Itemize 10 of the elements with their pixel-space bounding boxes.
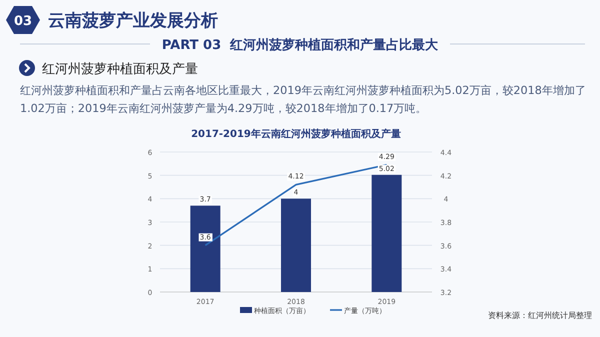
text: 红河州菠萝种植面积和产量占云南各地区比重最大，2019年云南红河州菠萝种植面积为5.02万亩，较2018年增加了1.02万亩；2019年云南红河州菠萝产量为4.29万吨，较2018年增加了0.17万吨。 (20, 83, 587, 117)
text: 云南菠萝产业发展分析 (48, 11, 218, 31)
bar (190, 206, 220, 292)
text: PART 03 红河州菠萝种植面积和产量占比最大 (162, 37, 440, 53)
text: 红河州菠萝种植面积及产量 (42, 62, 198, 77)
bar (372, 174, 402, 292)
text: 03 (14, 14, 32, 29)
bar (281, 198, 311, 292)
text: 资料来源：红河州统计局整理 (488, 311, 592, 320)
chart-title: 2017-2019年云南红河州菠萝种植面积及产量 (191, 128, 401, 140)
